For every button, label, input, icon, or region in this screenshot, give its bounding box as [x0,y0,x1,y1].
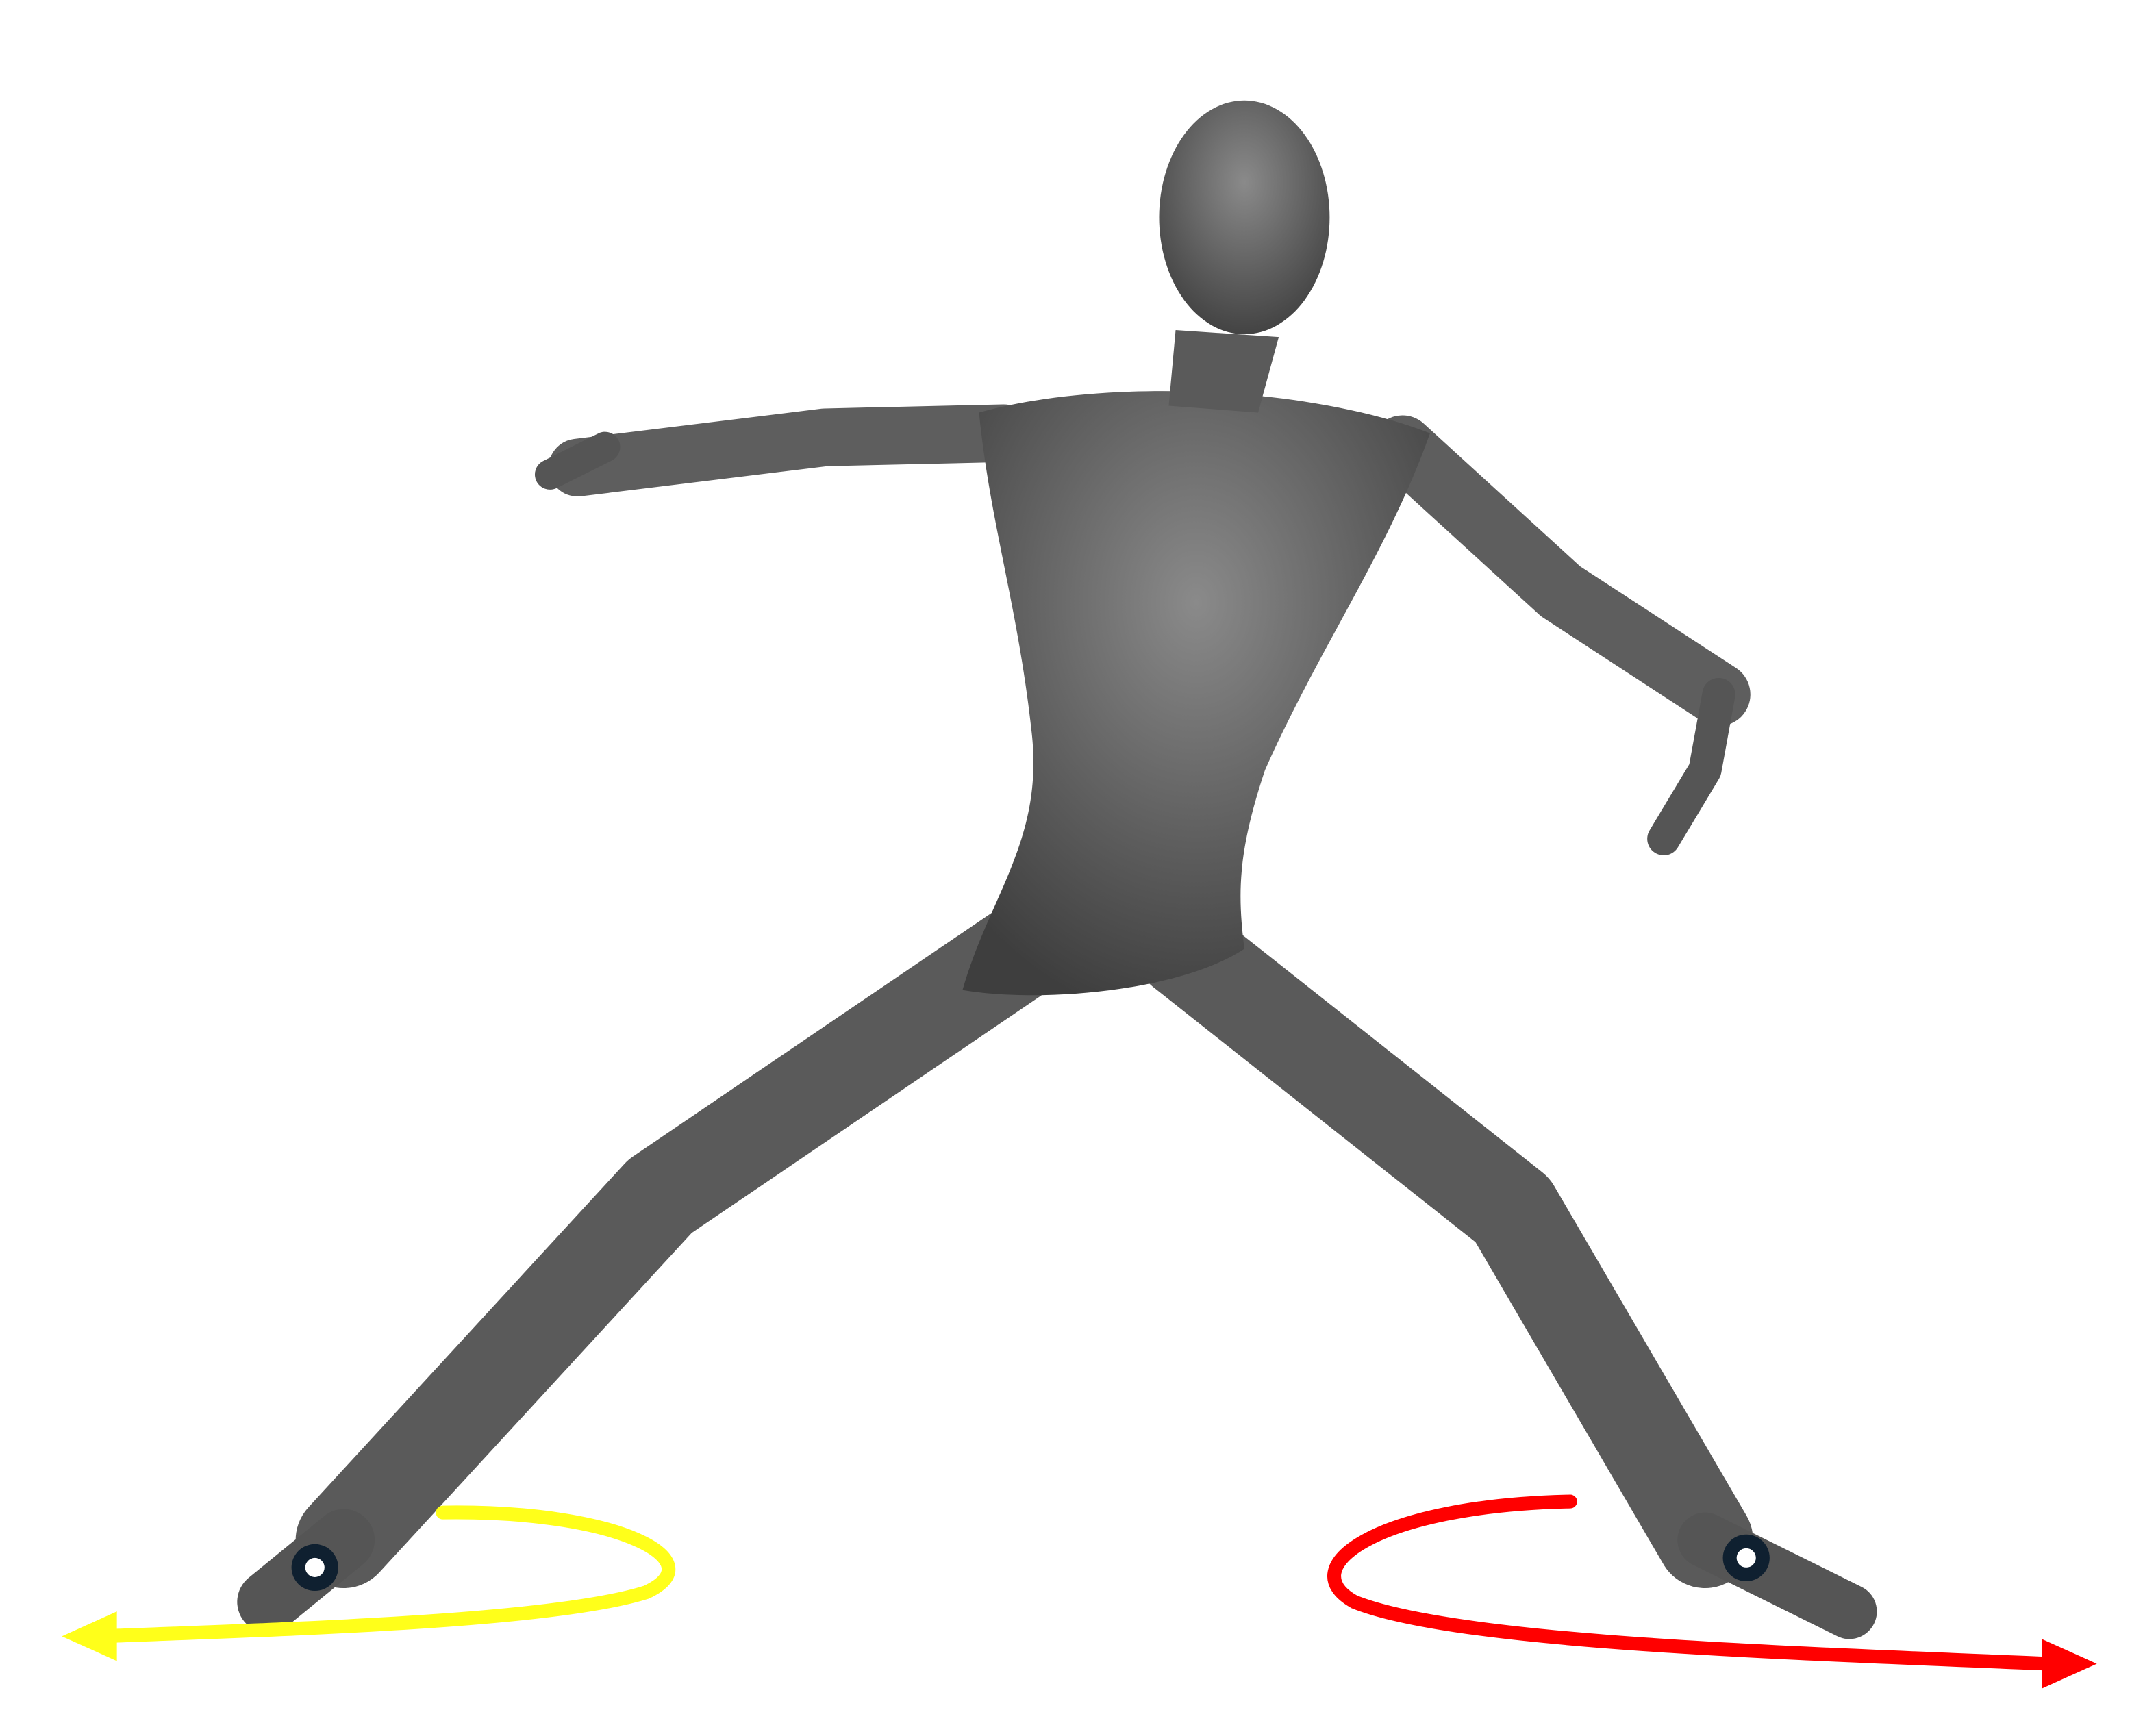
right-leg [1134,901,1753,1589]
human-figure [237,100,1877,1639]
right-hand [1647,677,1735,855]
red-arrowhead [2042,1639,2097,1689]
right-arm [1370,415,1751,727]
torso [962,391,1430,996]
left-leg [295,901,1073,1589]
left-hand [534,431,621,490]
neck [1168,330,1279,413]
joint-marker [291,1544,338,1592]
joint-marker [1722,1534,1770,1582]
left-arm [549,404,1033,496]
red-arc [1327,1494,2056,1671]
right-ankle-marker-center [1736,1548,1756,1568]
head [1159,100,1330,335]
right-rotation-arrow [1327,1494,2097,1689]
left-rotation-arrow [62,1505,676,1661]
yellow-arrowhead [62,1611,117,1661]
left-ankle-marker-center [305,1557,325,1577]
yellow-arc [96,1505,676,1644]
